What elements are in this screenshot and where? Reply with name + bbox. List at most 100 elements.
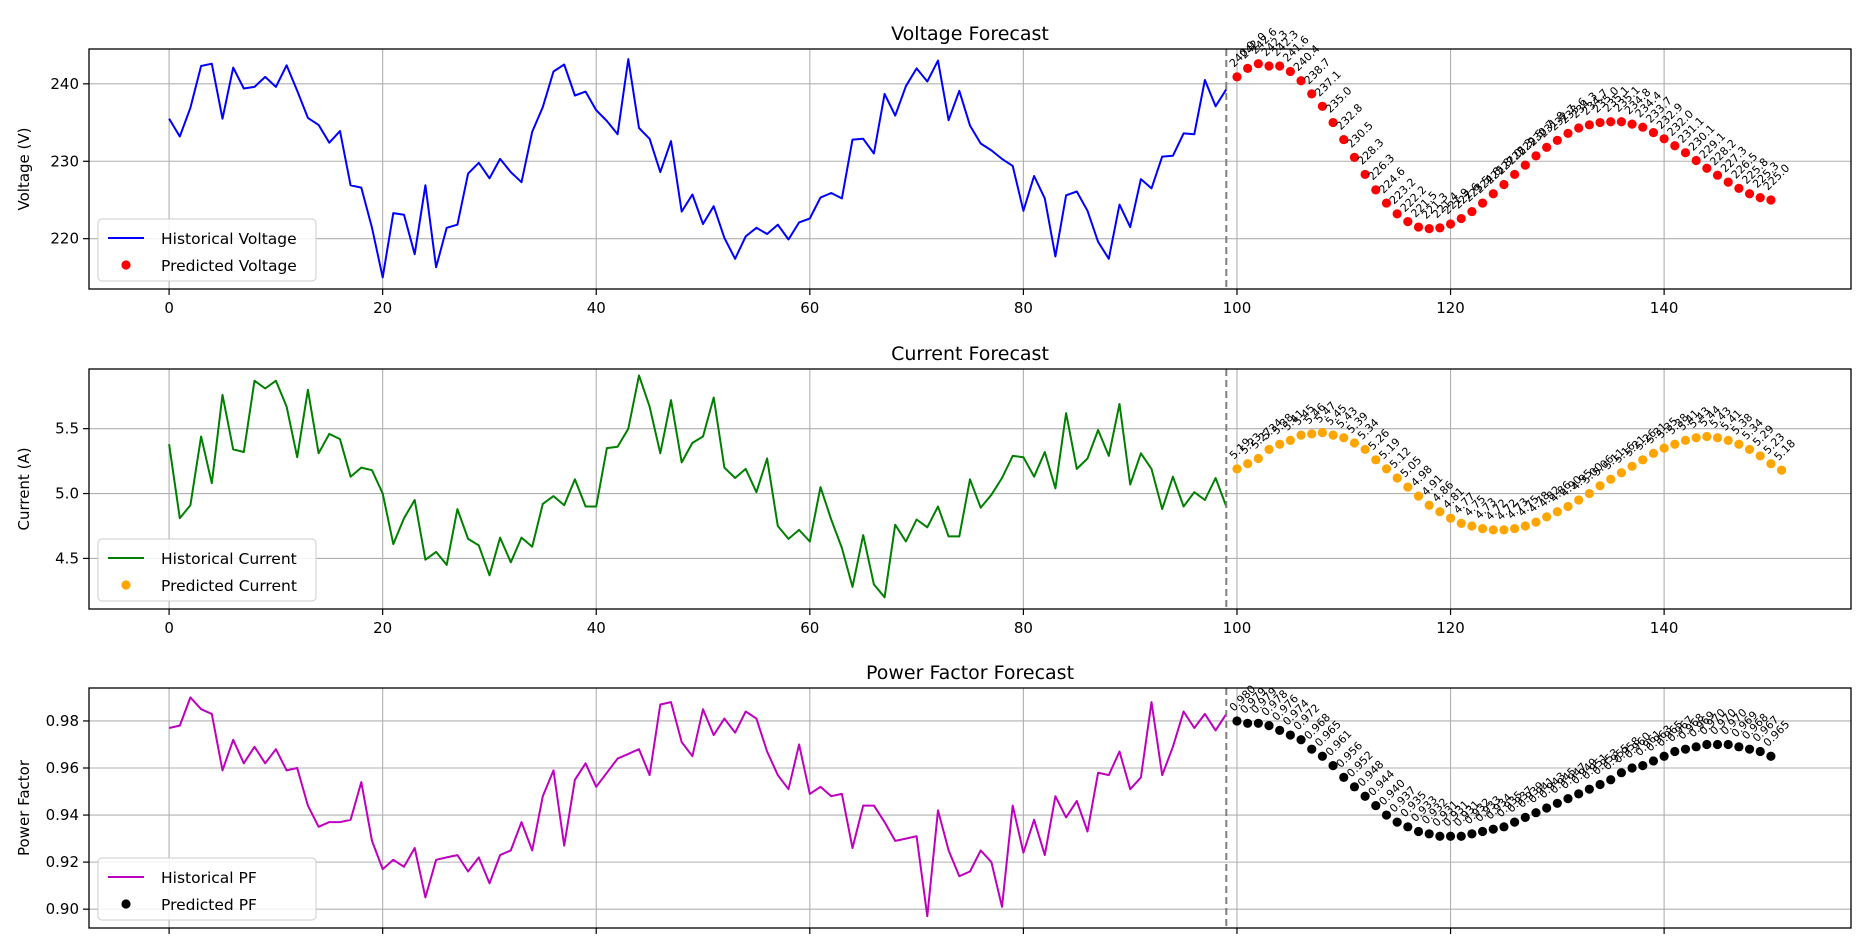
predicted-point — [1670, 746, 1680, 757]
y-tick-label: 5.5 — [55, 420, 79, 438]
predicted-point — [1595, 117, 1605, 128]
legend-label-historical: Historical Voltage — [161, 230, 297, 248]
predicted-point — [1542, 142, 1552, 152]
predicted-point — [1552, 507, 1562, 517]
historical-series-line — [168, 58, 1228, 279]
legend-label-historical: Historical Current — [161, 550, 297, 568]
predicted-point — [1691, 433, 1701, 443]
x-tick-label: 40 — [587, 619, 606, 637]
predicted-point — [1477, 523, 1488, 534]
y-tick-label: 5.0 — [55, 485, 79, 503]
predicted-point — [1392, 817, 1402, 827]
predicted-point — [1253, 453, 1263, 464]
predicted-point — [1285, 66, 1295, 77]
predicted-point — [1371, 801, 1381, 811]
plot-frame — [88, 368, 1852, 610]
predicted-point — [1648, 448, 1659, 458]
predicted-point — [1360, 791, 1370, 801]
y-tick-label: 0.90 — [46, 900, 79, 918]
predicted-point — [1328, 117, 1338, 128]
predicted-point — [1616, 468, 1627, 478]
predicted-point — [1296, 735, 1306, 745]
x-tick-label: 100 — [1223, 299, 1252, 317]
predicted-point — [1349, 152, 1360, 162]
legend-label-predicted: Predicted Current — [161, 577, 297, 595]
predicted-point — [1627, 461, 1637, 471]
x-tick-label: 60 — [800, 619, 819, 637]
legend-label-predicted: Predicted PF — [161, 896, 257, 914]
predicted-point — [1403, 217, 1413, 227]
y-tick-label: 220 — [50, 230, 79, 248]
y-axis-label: Power Factor — [15, 759, 33, 856]
predicted-point — [1445, 831, 1456, 841]
predicted-point — [1606, 775, 1616, 785]
predicted-point — [1317, 427, 1327, 438]
predicted-point — [1744, 444, 1755, 455]
y-axis-label: Voltage (V) — [15, 128, 33, 211]
voltage-subplot: Voltage Forecast Voltage (V) 0 20 40 60 80 100 1… — [15, 23, 1852, 317]
x-tick-label: 100 — [1223, 619, 1252, 637]
predicted-point — [1285, 435, 1295, 445]
predicted-point — [1616, 117, 1627, 127]
historical-series-line — [168, 696, 1228, 918]
predicted-point — [1285, 730, 1295, 740]
predicted-point — [1371, 185, 1381, 195]
predicted-point — [1445, 219, 1456, 229]
predicted-point — [1435, 507, 1445, 517]
predicted-point — [1456, 831, 1466, 841]
predicted-point — [1499, 822, 1509, 832]
predicted-point — [1606, 474, 1616, 484]
predicted-point — [1755, 451, 1765, 461]
predicted-point — [1328, 430, 1338, 440]
predicted-point — [1531, 151, 1541, 161]
x-tick-label: 80 — [1014, 299, 1033, 317]
predicted-point — [1232, 72, 1242, 82]
plot-frame — [88, 48, 1852, 290]
predicted-point — [1680, 744, 1691, 754]
y-tick-label: 230 — [50, 152, 79, 170]
predicted-point — [1499, 179, 1509, 190]
predicted-point — [1680, 148, 1691, 158]
historical-series-line — [168, 374, 1228, 599]
predicted-point — [1520, 160, 1530, 170]
predicted-point — [1563, 128, 1573, 138]
predicted-point — [1702, 739, 1712, 750]
x-tick-label: 60 — [800, 299, 819, 317]
predicted-point — [1317, 751, 1327, 761]
predicted-point — [1413, 222, 1424, 232]
predicted-point — [1723, 177, 1733, 187]
predicted-point — [1648, 756, 1659, 766]
y-tick-label: 4.5 — [55, 549, 79, 567]
chart-title: Power Factor Forecast — [866, 662, 1074, 684]
x-tick-label: 120 — [1436, 619, 1465, 637]
y-tick-label: 0.92 — [46, 853, 79, 871]
predicted-point — [1659, 134, 1669, 144]
predicted-point — [1349, 782, 1360, 792]
predicted-point — [1403, 822, 1413, 832]
x-tick-label: 0 — [164, 619, 174, 637]
predicted-point — [1275, 61, 1285, 71]
predicted-point — [1744, 744, 1755, 754]
predicted-point — [1520, 812, 1530, 823]
x-tick-label: 140 — [1650, 299, 1679, 317]
y-tick-label: 0.94 — [46, 806, 79, 824]
chart-title: Current Forecast — [891, 343, 1049, 365]
predicted-point — [1702, 163, 1712, 173]
predicted-point — [1253, 59, 1263, 69]
x-tick-label: 40 — [587, 299, 606, 317]
predicted-point — [1542, 803, 1552, 813]
predicted-point — [1659, 443, 1669, 453]
predicted-point — [1755, 746, 1765, 757]
predicted-point — [1616, 768, 1627, 778]
predicted-point — [1360, 444, 1370, 455]
predicted-point — [1467, 206, 1477, 217]
predicted-point — [1595, 481, 1605, 491]
predicted-point — [1552, 798, 1562, 808]
y-tick-label: 0.96 — [46, 759, 79, 777]
predicted-point — [1243, 459, 1253, 469]
predicted-point — [1595, 779, 1605, 790]
predicted-point — [1755, 193, 1765, 203]
predicted-point — [1670, 141, 1680, 151]
predicted-point — [1232, 464, 1242, 474]
predicted-point — [1531, 808, 1541, 818]
